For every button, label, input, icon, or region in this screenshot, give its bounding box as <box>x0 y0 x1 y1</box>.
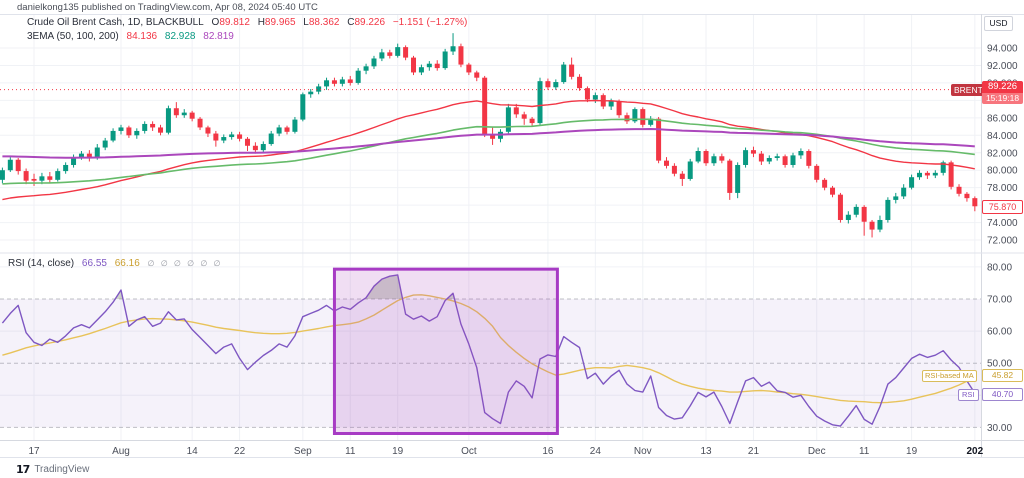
svg-text:50.00: 50.00 <box>987 359 1012 370</box>
symbol-price-tag: BRENT <box>951 84 986 96</box>
ema100-value: 82.928 <box>164 31 196 42</box>
svg-text:84.000: 84.000 <box>987 131 1018 142</box>
rsi-ma-badge: 45.82 <box>982 369 1023 382</box>
ema200-value: 82.819 <box>203 31 234 42</box>
rsi-value: 66.55 <box>81 258 107 269</box>
symbol-price-badge: 89.226 15:19:18 <box>982 81 1023 104</box>
bar-countdown: 15:19:18 <box>982 93 1023 104</box>
svg-text:92.000: 92.000 <box>987 61 1018 72</box>
svg-text:78.000: 78.000 <box>987 183 1018 194</box>
svg-text:Dec: Dec <box>808 446 826 457</box>
svg-text:202: 202 <box>966 446 983 457</box>
tradingview-logo-icon: 17 <box>16 462 30 476</box>
svg-text:94.000: 94.000 <box>987 44 1018 55</box>
svg-text:80.00: 80.00 <box>987 262 1012 273</box>
svg-text:80.000: 80.000 <box>987 166 1018 177</box>
svg-text:14: 14 <box>187 446 199 457</box>
svg-text:11: 11 <box>345 446 356 457</box>
ema-title: 3EMA (50, 100, 200) <box>27 31 119 42</box>
svg-text:11: 11 <box>859 446 870 457</box>
svg-text:82.000: 82.000 <box>987 148 1018 159</box>
change-value: −1.151 (−1.27%) <box>392 17 468 28</box>
svg-text:74.000: 74.000 <box>987 218 1018 229</box>
ohlc-high-label: H <box>257 17 265 28</box>
tradingview-logo-text: TradingView <box>34 463 90 475</box>
rsi-value-badge: 40.70 <box>982 388 1023 401</box>
ema-legend[interactable]: 3EMA (50, 100, 200) 84.136 82.928 82.819 <box>27 31 234 42</box>
svg-text:21: 21 <box>748 446 760 457</box>
currency-button[interactable]: USD <box>984 16 1013 31</box>
svg-text:86.000: 86.000 <box>987 113 1018 124</box>
svg-text:Nov: Nov <box>634 446 652 457</box>
rsi-ma-tag: RSI-based MA <box>922 370 977 382</box>
symbol-legend[interactable]: Crude Oil Brent Cash, 1D, BLACKBULL O89.… <box>27 17 467 28</box>
svg-text:19: 19 <box>906 446 918 457</box>
rsi-tag: RSI <box>958 389 979 401</box>
svg-text:22: 22 <box>234 446 246 457</box>
ohlc-low-label: L <box>303 17 309 28</box>
tradingview-logo[interactable]: 17 TradingView <box>16 462 89 476</box>
svg-text:72.000: 72.000 <box>987 236 1018 247</box>
publish-info: danielkong135 published on TradingView.c… <box>17 2 318 13</box>
svg-text:Aug: Aug <box>112 446 130 457</box>
rsi-legend[interactable]: RSI (14, close) 66.55 66.16 ∅ ∅ ∅ ∅ ∅ ∅ <box>8 258 222 269</box>
svg-text:13: 13 <box>700 446 712 457</box>
svg-text:19: 19 <box>392 446 404 457</box>
rsi-ma-value: 66.16 <box>114 258 140 269</box>
svg-text:17: 17 <box>28 446 40 457</box>
ohlc-open-value: 89.812 <box>219 17 250 28</box>
current-price-value: 89.226 <box>982 81 1023 93</box>
svg-text:24: 24 <box>590 446 602 457</box>
ohlc-high-value: 89.965 <box>264 17 296 28</box>
rsi-title: RSI (14, close) <box>8 258 75 269</box>
symbol-title: Crude Oil Brent Cash, 1D, BLACKBULL <box>27 17 204 28</box>
ema50-value: 84.136 <box>126 31 158 42</box>
ohlc-close-value: 89.226 <box>354 17 386 28</box>
last-close-badge: 75.870 <box>982 200 1023 214</box>
ohlc-low-value: 88.362 <box>308 17 340 28</box>
svg-text:70.00: 70.00 <box>987 295 1012 306</box>
svg-text:Oct: Oct <box>461 446 477 457</box>
chart-svg[interactable]: 72.00074.00076.00078.00080.00082.00084.0… <box>0 14 1024 458</box>
ohlc-close-label: C <box>347 17 355 28</box>
ohlc-open-label: O <box>211 17 220 28</box>
svg-text:60.00: 60.00 <box>987 327 1012 338</box>
svg-text:30.00: 30.00 <box>987 423 1012 434</box>
svg-text:Sep: Sep <box>294 446 312 457</box>
svg-text:16: 16 <box>542 446 554 457</box>
rsi-empty-values: ∅ ∅ ∅ ∅ ∅ ∅ <box>147 259 223 268</box>
